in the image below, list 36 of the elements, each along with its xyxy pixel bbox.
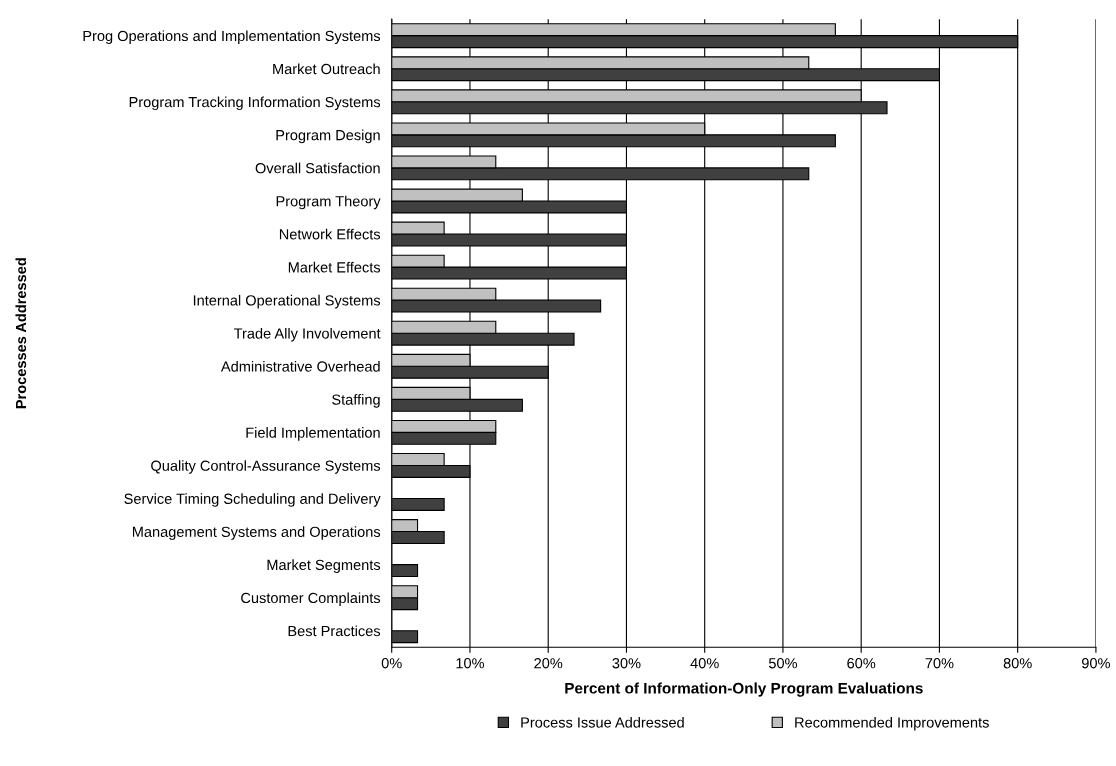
legend-label: Recommended Improvements bbox=[795, 716, 989, 731]
y-tick-label: Network Effects bbox=[279, 228, 381, 240]
x-tick-label: 10% bbox=[456, 658, 485, 669]
y-tick-label: Service Timing Scheduling and Delivery bbox=[124, 493, 381, 507]
bar bbox=[391, 564, 419, 578]
y-axis-title: Processes Addressed bbox=[15, 258, 27, 409]
x-tick-label: 90% bbox=[1082, 658, 1110, 669]
x-tick-label: 30% bbox=[612, 658, 641, 669]
y-tick-label: Market Effects bbox=[288, 261, 381, 273]
y-tick-label: Field Implementation bbox=[246, 427, 380, 441]
x-tick-label: 60% bbox=[847, 658, 876, 669]
y-tick-label: Trade Ally Involvement bbox=[233, 327, 381, 342]
y-tick-label: Program Design bbox=[276, 129, 380, 144]
y-tick-label: Administrative Overhead bbox=[220, 360, 380, 372]
y-tick-label: Program Theory bbox=[276, 195, 381, 210]
x-tick-label: 20% bbox=[534, 658, 563, 669]
bar bbox=[391, 497, 445, 511]
y-tick-label: Quality Control-Assurance Systems bbox=[151, 460, 381, 474]
y-tick-label: Market Outreach bbox=[273, 63, 380, 75]
legend-label: Process Issue Addressed bbox=[521, 716, 684, 728]
y-tick-label: Management Systems and Operations bbox=[132, 526, 381, 540]
x-tick-label: 0% bbox=[381, 658, 402, 669]
y-tick-label: Overall Satisfaction bbox=[255, 162, 380, 174]
y-tick-label: Prog Operations and Implementation Systems bbox=[83, 30, 381, 44]
y-tick-label: Program Tracking Information Systems bbox=[129, 96, 381, 111]
y-tick-label: Customer Complaints bbox=[241, 592, 381, 606]
x-axis-title: Percent of Information-Only Program Evaluations bbox=[565, 682, 923, 697]
y-tick-label: Market Segments bbox=[267, 559, 381, 573]
x-tick-label: 40% bbox=[690, 658, 719, 669]
x-tick-label: 80% bbox=[1003, 658, 1032, 669]
y-tick-label: Staffing bbox=[332, 394, 380, 408]
x-tick-label: 50% bbox=[768, 658, 798, 669]
y-tick-label: Internal Operational Systems bbox=[193, 294, 381, 309]
x-tick-label: 70% bbox=[925, 658, 954, 669]
bar bbox=[391, 630, 419, 644]
y-tick-label: Best Practices bbox=[288, 625, 381, 637]
